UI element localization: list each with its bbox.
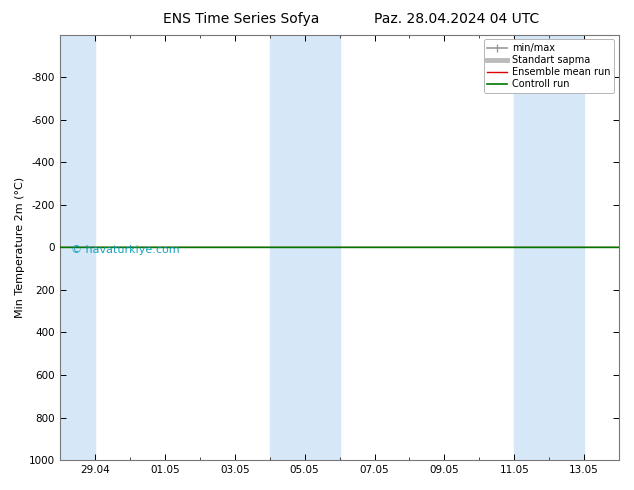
Text: ENS Time Series Sofya: ENS Time Series Sofya [163, 12, 319, 26]
Legend: min/max, Standart sapma, Ensemble mean run, Controll run: min/max, Standart sapma, Ensemble mean r… [484, 40, 614, 93]
Bar [269, 35, 340, 460]
Bar [60, 35, 95, 460]
Text: Paz. 28.04.2024 04 UTC: Paz. 28.04.2024 04 UTC [374, 12, 539, 26]
Text: © havaturkiye.com: © havaturkiye.com [72, 245, 180, 255]
Bar [514, 35, 584, 460]
Y-axis label: Min Temperature 2m (°C): Min Temperature 2m (°C) [15, 177, 25, 318]
